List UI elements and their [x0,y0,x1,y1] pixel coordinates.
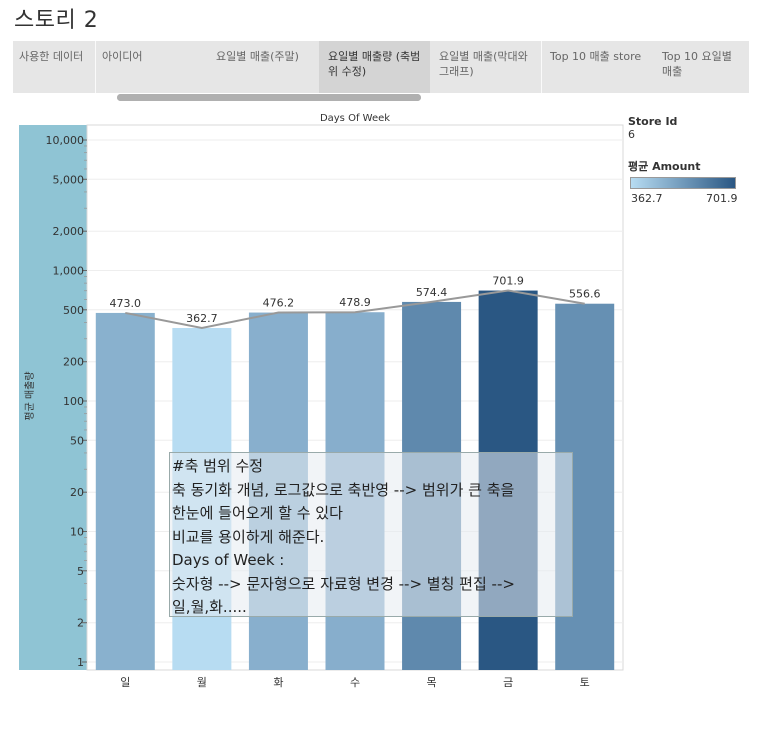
color-legend-title: 평균 Amount [628,160,701,173]
data-label: 574.4 [416,286,448,299]
tab-idea[interactable]: 아이디어 [102,50,143,63]
annotation-box[interactable]: #축 범위 수정 축 동기화 개념, 로그값으로 축반영 --> 범위가 큰 축… [169,452,573,617]
annotation-line: 한눈에 들어오게 할 수 있다 [172,504,343,522]
color-legend-min: 362.7 [631,192,663,205]
tab-weekday-sales-axis-range[interactable]: 요일별 매출량 (축범위 수정) [319,41,430,93]
tab-top10-store[interactable]: Top 10 매출 store [550,50,642,63]
tab-weekday-sales-bar-line[interactable]: 요일별 매출(막대와 그래프) [439,50,528,78]
annotation-line: 숫자형 --> 문자형으로 자료형 변경 --> 별칭 편집 --> [172,574,515,593]
data-label: 556.6 [569,288,601,301]
y-tick-label: 10,000 [46,134,85,147]
tab-scrollbar-thumb[interactable] [117,94,421,101]
x-tick-label: 토 [580,676,590,689]
tab-divider [541,41,542,93]
tab-divider [95,41,96,93]
annotation-line: 축 동기화 개념, 로그값으로 축반영 --> 범위가 큰 축을 [172,480,515,499]
y-tick-label: 200 [63,356,84,369]
series-line [125,289,585,329]
y-axis-band [19,125,87,670]
story-title: 스토리 2 [14,8,99,33]
annotation-line: #축 범위 수정 [172,457,264,475]
y-tick-label: 1 [77,656,84,669]
color-gradient-bar [630,177,736,189]
x-tick-label: 수 [350,676,360,689]
y-tick-label: 100 [63,395,84,408]
filter-label: Store Id [628,115,678,128]
y-tick-label: 2,000 [53,225,85,238]
data-label: 476.2 [263,297,295,310]
x-tick-label: 일 [120,675,130,689]
story-tab-bar: 사용한 데이터 아이디어 요일별 매출(주말) 요일별 매출량 (축범위 수정)… [13,41,749,93]
bar [95,312,155,670]
data-label: 362.7 [186,312,218,325]
x-tick-label: 화 [273,676,283,689]
tab-used-data[interactable]: 사용한 데이터 [19,50,84,63]
filter-value[interactable]: 6 [628,128,635,141]
legend: Store Id 6 평균 Amount [628,115,701,174]
y-tick-label: 50 [70,434,84,447]
annotation-line: 비교를 용이하게 해준다. [172,527,325,546]
tab-weekday-sales-weekend[interactable]: 요일별 매출(주말) [216,50,299,63]
x-tick-label: 금 [503,676,513,689]
tab-scrollbar[interactable] [117,94,421,101]
annotation-line: 일,월,화..... [172,598,247,616]
data-label: 478.9 [339,296,371,309]
data-label: 701.9 [492,275,524,288]
x-tick-label: 목 [427,676,437,689]
x-tick-label: 월 [197,676,207,689]
tab-top10-weekday-sales[interactable]: Top 10 요일별 매출 [662,50,732,78]
y-tick-label: 10 [70,526,84,539]
chart-title: Days Of Week [320,113,390,124]
y-tick-label: 500 [63,304,84,317]
data-label: 473.0 [110,297,142,310]
y-tick-label: 1,000 [53,265,85,278]
color-legend-max: 701.9 [706,192,738,205]
annotation-line: Days of Week : [172,551,285,569]
y-tick-label: 5 [77,565,84,578]
y-tick-label: 2 [77,617,84,630]
y-tick-label: 20 [70,486,84,499]
y-axis-label: 평균 매출량 [24,371,36,420]
y-tick-label: 5,000 [53,173,85,186]
